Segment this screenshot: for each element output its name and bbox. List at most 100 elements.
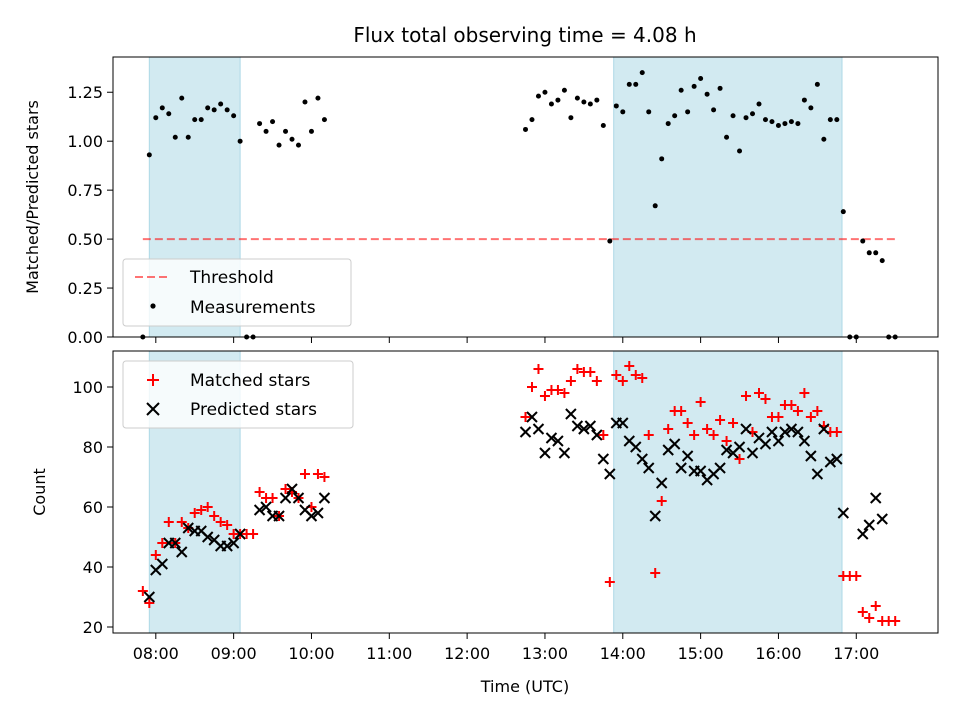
measurement-point <box>717 85 723 91</box>
y-tick-label: 1.25 <box>67 83 103 102</box>
measurement-point <box>698 76 704 82</box>
measurement-point <box>730 113 736 119</box>
top-legend: Threshold Measurements <box>122 258 352 327</box>
matched-star-point <box>617 376 628 386</box>
predicted-star-point <box>649 510 661 522</box>
measurement-point <box>172 134 178 140</box>
predicted-star-point <box>714 462 726 474</box>
measurement-point <box>782 121 788 127</box>
measurement-point <box>873 250 879 256</box>
bottom-y-axis-label: Count <box>30 468 49 516</box>
measurement-point <box>821 136 827 142</box>
measurement-point <box>153 115 159 121</box>
matched-star-point <box>572 364 583 374</box>
measurement-point <box>711 107 717 113</box>
matched-star-point <box>248 529 259 539</box>
measurement-point <box>529 117 535 123</box>
matched-star-point <box>611 370 622 380</box>
measurement-point <box>263 128 269 134</box>
predicted-star-point <box>733 441 746 453</box>
measurement-point <box>737 148 743 154</box>
measurement-point <box>704 91 710 97</box>
top-legend-box <box>122 258 352 327</box>
legend-predicted-swatch <box>146 402 160 416</box>
measurement-point <box>594 97 600 103</box>
matched-star-point <box>559 388 570 398</box>
top-y-axis-label: Matched/Predicted stars <box>23 100 42 294</box>
y-tick-label: 0.75 <box>67 181 103 200</box>
matched-star-point <box>209 511 220 521</box>
observing-window <box>613 56 843 338</box>
legend-measurements-swatch <box>150 303 156 309</box>
predicted-star-point <box>798 435 811 447</box>
predicted-star-point <box>526 411 538 423</box>
matched-star-point <box>805 412 816 422</box>
legend-threshold-label: Threshold <box>189 268 274 288</box>
predicted-star-point <box>785 423 798 435</box>
predicted-star-point <box>318 492 331 504</box>
predicted-star-point <box>273 510 285 522</box>
matched-star-point <box>831 427 842 437</box>
matched-star-point <box>864 613 875 623</box>
predicted-star-point <box>720 444 733 456</box>
matched-star-point <box>715 415 726 425</box>
predicted-star-point <box>876 513 888 525</box>
measurement-point <box>542 89 548 95</box>
predicted-star-point <box>655 477 668 489</box>
measurement-point <box>801 97 807 103</box>
x-axis-label: Time (UTC) <box>480 677 569 696</box>
measurement-point <box>691 83 697 89</box>
matched-star-point <box>728 418 739 428</box>
matched-star-point <box>176 517 187 527</box>
predicted-star-point <box>857 528 869 540</box>
predicted-star-point <box>772 435 785 447</box>
x-tick-label: 16:00 <box>755 644 801 663</box>
predicted-star-point <box>681 450 694 462</box>
matched-star-point <box>851 571 862 581</box>
measurement-point <box>218 101 224 107</box>
predicted-star-point <box>565 408 577 420</box>
measurement-point <box>750 111 756 117</box>
matched-star-point <box>520 412 531 422</box>
predicted-star-point <box>260 501 272 513</box>
measurement-point <box>302 99 308 105</box>
matched-star-point <box>267 493 278 503</box>
predicted-star-point <box>766 426 778 438</box>
predicted-star-point <box>746 447 759 459</box>
measurement-point <box>834 117 840 123</box>
x-tick-label: 11:00 <box>366 644 412 663</box>
measurement-point <box>276 142 282 148</box>
matched-star-point <box>565 376 576 386</box>
measurement-point <box>808 105 814 111</box>
predicted-star-point <box>253 504 266 516</box>
matched-star-point <box>702 424 713 434</box>
y-tick-label: 0.25 <box>67 279 103 298</box>
predicted-star-point <box>227 537 240 549</box>
predicted-star-point <box>668 438 681 450</box>
measurement-point <box>166 111 172 117</box>
measurement-point <box>224 107 230 113</box>
matched-star-point <box>741 391 752 401</box>
measurement-point <box>827 117 833 123</box>
measurement-point <box>743 115 749 121</box>
predicted-star-point <box>156 558 168 570</box>
measurement-point <box>192 117 198 123</box>
matched-star-point <box>591 376 602 386</box>
measurement-point <box>205 105 211 111</box>
predicted-star-point <box>292 492 305 504</box>
measurement-point <box>775 123 781 129</box>
measurement-point <box>159 105 165 111</box>
predicted-star-point <box>824 456 837 468</box>
measurement-point <box>866 250 872 256</box>
matched-star-point <box>585 367 596 377</box>
measurement-point <box>840 209 846 215</box>
matched-star-point <box>857 607 868 617</box>
legend-measurements-label: Measurements <box>190 298 316 318</box>
measurement-point <box>652 203 658 209</box>
matched-star-point <box>734 454 745 464</box>
measurement-point <box>270 119 276 125</box>
matched-star-point <box>656 496 667 506</box>
x-tick-label: 14:00 <box>600 644 646 663</box>
predicted-star-point <box>643 462 655 474</box>
matched-star-point <box>189 508 200 518</box>
